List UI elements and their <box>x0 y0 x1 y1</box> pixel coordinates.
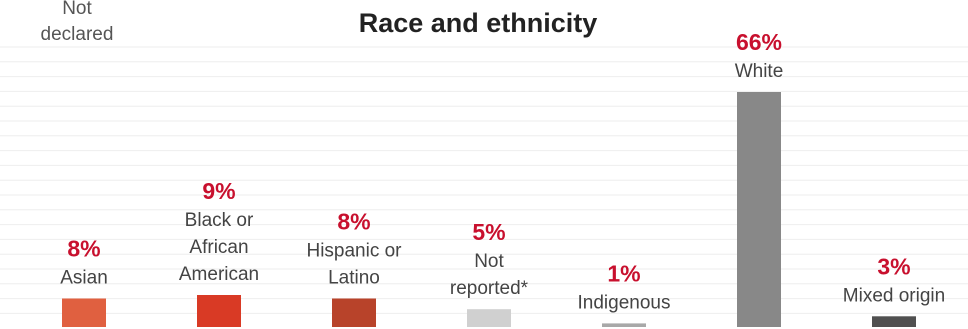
gridlines <box>0 46 968 314</box>
category-label: Asian <box>60 268 108 289</box>
bars: Asian 8% Black or African American 9% Hispanic… <box>60 29 945 327</box>
bar <box>737 92 781 327</box>
category-label: American <box>179 264 259 285</box>
legend-note-line: Not <box>62 0 92 19</box>
value-label: 3% <box>877 253 910 279</box>
category-label: Hispanic or <box>306 241 402 262</box>
value-label: 8% <box>337 209 370 235</box>
category-label: Latino <box>328 268 380 289</box>
category-label: Mixed origin <box>843 285 945 306</box>
category-label: Black or <box>185 210 254 231</box>
legend-note: Not declared <box>41 0 114 45</box>
category-label: White <box>735 61 784 82</box>
bar <box>467 309 511 327</box>
category-label: Indigenous <box>578 292 671 313</box>
bar <box>332 298 376 327</box>
bar <box>872 316 916 327</box>
bar <box>197 295 241 327</box>
value-label: 5% <box>472 219 505 245</box>
value-label: 66% <box>736 29 782 55</box>
value-label: 1% <box>607 260 640 286</box>
chart-title: Race and ethnicity <box>359 8 598 38</box>
bar <box>602 323 646 327</box>
category-label: reported* <box>450 278 529 299</box>
value-label: 9% <box>202 178 235 204</box>
legend-note-line: declared <box>41 24 114 45</box>
bar <box>62 298 106 327</box>
category-label: Not <box>474 251 504 272</box>
category-label: African <box>189 237 248 258</box>
value-label: 8% <box>67 236 100 262</box>
